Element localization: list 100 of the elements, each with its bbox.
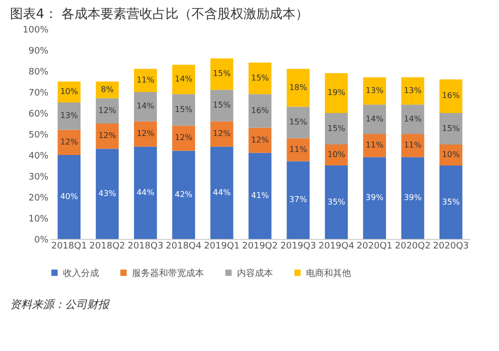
bar — [134, 68, 157, 92]
bar — [286, 68, 310, 107]
data-label: 37% — [289, 195, 308, 204]
data-label: 40% — [60, 192, 78, 201]
legend-label: 服务器和带宽成本 — [132, 268, 204, 279]
data-label: 41% — [251, 190, 270, 200]
chart-title: 图表4： 各成本要素营收占比（不含股权激励成本） — [10, 7, 308, 22]
bar — [58, 155, 81, 239]
bar — [172, 150, 196, 239]
data-label: 10% — [327, 150, 346, 159]
data-label: 19% — [327, 88, 346, 98]
data-label: 35% — [442, 197, 460, 206]
data-label: 11% — [289, 144, 308, 154]
bar — [58, 102, 81, 130]
bar — [134, 146, 157, 239]
y-tick-label: 20% — [28, 194, 49, 204]
y-tick-label: 100% — [22, 26, 49, 36]
bar — [210, 121, 234, 147]
data-label: 11% — [366, 140, 384, 150]
bar — [210, 146, 234, 239]
data-label: 18% — [289, 82, 308, 92]
bar — [248, 62, 272, 94]
bar — [210, 90, 234, 122]
bar — [210, 58, 234, 90]
bar — [134, 92, 157, 122]
bar — [439, 79, 462, 113]
legend-label: 内容成本 — [237, 268, 273, 279]
data-label: 10% — [442, 150, 460, 159]
data-label: 12% — [251, 135, 270, 144]
bar — [248, 128, 272, 153]
data-label: 15% — [251, 73, 270, 82]
bar — [324, 113, 348, 144]
y-tick-label: 40% — [28, 152, 49, 162]
bar — [324, 166, 348, 239]
data-label: 13% — [60, 111, 78, 120]
data-label: 35% — [327, 197, 346, 206]
data-label: 12% — [174, 133, 193, 142]
data-label: 11% — [404, 140, 422, 150]
bar — [248, 152, 272, 239]
bar — [286, 138, 310, 162]
data-label: 44% — [136, 188, 155, 197]
y-tick-label: 70% — [28, 88, 49, 98]
data-label: 15% — [174, 104, 193, 114]
data-label: 14% — [366, 114, 384, 124]
x-tick-label: 2019Q3 — [280, 242, 316, 252]
y-tick-label: 30% — [28, 172, 49, 182]
legend-label: 收入分成 — [63, 268, 99, 279]
data-label: 12% — [212, 129, 232, 138]
bar — [363, 134, 386, 158]
data-label: 12% — [60, 137, 78, 146]
data-label: 39% — [366, 193, 384, 202]
bar — [286, 106, 310, 138]
data-label: 8% — [100, 84, 114, 94]
y-tick-label: 10% — [28, 214, 49, 224]
data-label: 15% — [289, 117, 308, 126]
data-label: 16% — [251, 106, 270, 115]
x-tick-label: 2020Q2 — [394, 242, 431, 252]
bar — [172, 126, 196, 151]
data-label: 42% — [174, 190, 193, 199]
data-label: 15% — [212, 100, 232, 110]
data-label: 14% — [404, 114, 422, 124]
y-tick-label: 80% — [28, 68, 49, 78]
bar — [439, 166, 462, 239]
bar — [96, 148, 119, 239]
bar — [363, 157, 386, 239]
x-tick-label: 2019Q1 — [204, 242, 240, 252]
data-label: 10% — [60, 87, 78, 96]
data-label: 13% — [404, 86, 422, 95]
data-label: 43% — [98, 188, 117, 198]
x-tick-label: 2020Q3 — [433, 242, 469, 252]
data-label: 16% — [442, 91, 460, 100]
bar — [286, 161, 310, 239]
data-label: 15% — [442, 124, 460, 133]
bar — [134, 121, 157, 147]
x-tick-label: 2018Q2 — [89, 242, 126, 252]
text: 资料来源：公司财报 — [10, 298, 110, 311]
data-label: 11% — [136, 75, 155, 84]
x-tick-label: 2018Q3 — [128, 242, 164, 252]
bar — [248, 94, 272, 128]
data-label: 39% — [404, 193, 422, 202]
bar — [58, 130, 81, 155]
x-tick-label: 2019Q2 — [242, 242, 278, 252]
data-label: 12% — [98, 131, 117, 140]
y-tick-label: 0% — [34, 236, 49, 246]
data-label: 12% — [98, 106, 117, 115]
bar — [363, 104, 386, 134]
y-tick-label: 90% — [28, 46, 49, 56]
y-tick-label: 50% — [28, 130, 49, 140]
data-label: 44% — [212, 188, 232, 197]
data-label: 14% — [136, 102, 155, 111]
data-label: 14% — [174, 74, 193, 84]
x-tick-label: 2018Q1 — [51, 242, 87, 252]
x-tick-label: 2019Q4 — [318, 242, 354, 252]
data-label: 12% — [136, 129, 155, 138]
data-label: 15% — [327, 124, 346, 133]
bar — [401, 157, 424, 239]
data-label: 15% — [212, 69, 232, 78]
legend-label: 电商和其他 — [306, 268, 351, 279]
bar — [324, 73, 348, 113]
x-tick-label: 2020Q1 — [356, 242, 392, 252]
